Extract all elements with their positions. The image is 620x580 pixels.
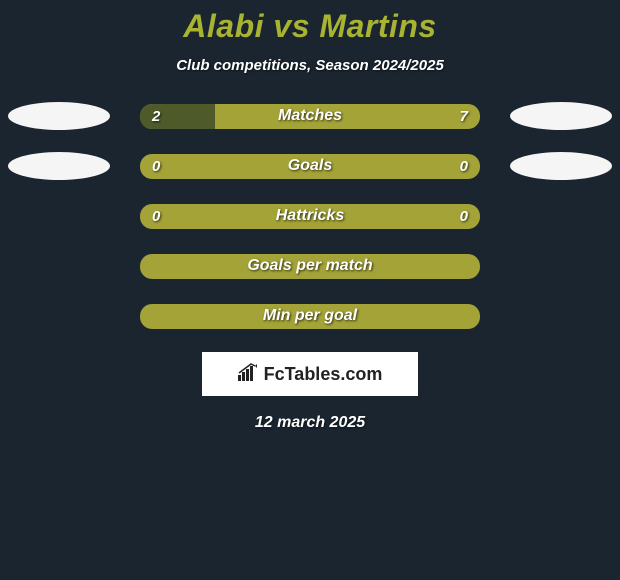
player-oval-left	[8, 152, 110, 180]
stat-bar: 2 Matches 7	[140, 104, 480, 129]
player-oval-right	[510, 102, 612, 130]
stat-row: 0 Hattricks 0	[0, 202, 620, 230]
stat-label: Matches	[278, 107, 342, 125]
stat-value-right: 0	[460, 158, 468, 175]
stat-row: 0 Goals 0	[0, 152, 620, 180]
stat-value-right: 0	[460, 208, 468, 225]
stat-bar: Min per goal	[140, 304, 480, 329]
player-oval-right	[510, 152, 612, 180]
stat-row: 2 Matches 7	[0, 102, 620, 130]
page-title: Alabi vs Martins	[0, 8, 620, 45]
brand-label: FcTables.com	[238, 363, 383, 386]
player-oval-left	[8, 102, 110, 130]
brand-text-label: FcTables.com	[264, 364, 383, 385]
chart-icon	[238, 363, 260, 386]
stat-bar: 0 Goals 0	[140, 154, 480, 179]
stat-value-left: 0	[152, 158, 160, 175]
stat-bar: Goals per match	[140, 254, 480, 279]
stat-bar: 0 Hattricks 0	[140, 204, 480, 229]
content-area: Alabi vs Martins Club competitions, Seas…	[0, 0, 620, 580]
stat-value-left: 2	[152, 108, 160, 125]
date-text: 12 march 2025	[0, 414, 620, 432]
stats-rows: 2 Matches 7 0 Goals 0 0 Hattricks 0 Goals per mat…	[0, 102, 620, 330]
stat-value-left: 0	[152, 208, 160, 225]
stat-row: Goals per match	[0, 252, 620, 280]
stat-label: Min per goal	[263, 307, 357, 325]
stat-label: Hattricks	[276, 207, 344, 225]
stat-row: Min per goal	[0, 302, 620, 330]
page-subtitle: Club competitions, Season 2024/2025	[0, 57, 620, 74]
stat-label: Goals per match	[247, 257, 372, 275]
stat-value-right: 7	[460, 108, 468, 125]
stat-label: Goals	[288, 157, 332, 175]
brand-box: FcTables.com	[202, 352, 418, 396]
